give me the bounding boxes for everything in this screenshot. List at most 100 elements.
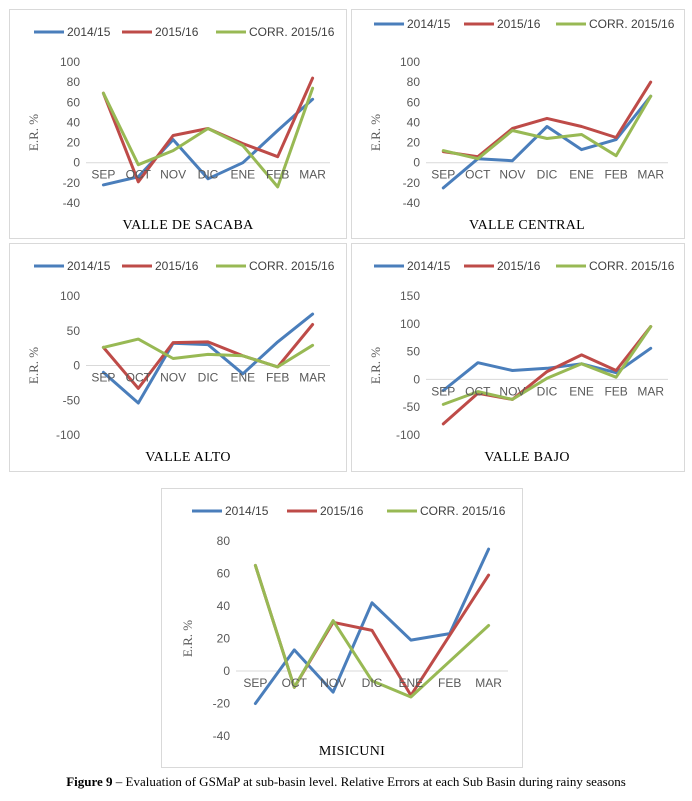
y-tick-label: 20 bbox=[67, 136, 81, 150]
y-axis-label: E.R. % bbox=[180, 620, 195, 657]
y-tick-label: 0 bbox=[413, 372, 420, 386]
y-tick-label: -50 bbox=[63, 393, 81, 407]
x-tick-label: NOV bbox=[320, 676, 346, 690]
y-tick-label: 100 bbox=[60, 55, 80, 69]
y-tick-label: 60 bbox=[217, 567, 231, 581]
chart-svg-valle-de-sacaba: 2014/15 2015/16 CORR. 2015/16 -40 -20 0 20 40 60… bbox=[26, 25, 335, 233]
x-tick-label: OCT bbox=[282, 676, 308, 690]
chart-svg-valle-central: 2014/15 2015/16 CORR. 2015/16 -40 -20 0 20 40 60… bbox=[368, 17, 675, 233]
y-tick-label: -20 bbox=[213, 697, 231, 711]
y-tick-label: -40 bbox=[403, 196, 421, 210]
x-tick-label: MAR bbox=[475, 676, 502, 690]
y-tick-label: 60 bbox=[67, 95, 81, 109]
y-tick-label: 20 bbox=[407, 136, 421, 150]
y-tick-label: 100 bbox=[400, 55, 420, 69]
x-tick-label: SEP bbox=[431, 384, 455, 398]
y-tick-label: 100 bbox=[60, 289, 80, 303]
series-line-1 bbox=[441, 325, 653, 426]
y-tick-label: -50 bbox=[403, 400, 421, 414]
x-tick-label: MAR bbox=[637, 384, 664, 398]
x-tick-label: NOV bbox=[499, 168, 525, 182]
x-tick-label: DIC bbox=[362, 676, 383, 690]
series-line-2 bbox=[441, 94, 653, 161]
legend-label-1: 2015/16 bbox=[320, 504, 364, 518]
legend-label-0: 2014/15 bbox=[407, 259, 451, 273]
y-axis-label: E.R. % bbox=[26, 347, 41, 384]
y-tick-label: 80 bbox=[67, 75, 81, 89]
figure-caption-label: Figure 9 bbox=[66, 774, 113, 789]
y-tick-label: 150 bbox=[400, 289, 420, 303]
series-line-0 bbox=[101, 312, 315, 405]
legend-label-0: 2014/15 bbox=[67, 259, 111, 273]
x-tick-label: FEB bbox=[604, 384, 627, 398]
figure-caption: Figure 9 – Evaluation of GSMaP at sub-ba… bbox=[0, 774, 692, 790]
x-tick-label: ENE bbox=[231, 168, 256, 182]
legend-label-1: 2015/16 bbox=[155, 259, 199, 273]
x-tick-label: FEB bbox=[266, 168, 289, 182]
chart-panel-valle-de-sacaba: 2014/15 2015/16 CORR. 2015/16 -40 -20 0 20 40 60… bbox=[9, 9, 347, 239]
y-tick-label: -20 bbox=[63, 176, 81, 190]
x-tick-label: FEB bbox=[266, 371, 289, 385]
x-tick-label: SEP bbox=[243, 676, 267, 690]
x-tick-label: MAR bbox=[299, 168, 326, 182]
legend-label-2: CORR. 2015/16 bbox=[589, 259, 675, 273]
x-tick-label: SEP bbox=[431, 168, 455, 182]
x-tick-label: ENE bbox=[569, 168, 594, 182]
series-line-2 bbox=[101, 337, 315, 369]
y-tick-label: 50 bbox=[407, 345, 421, 359]
y-tick-label: 0 bbox=[223, 664, 230, 678]
y-tick-label: 40 bbox=[407, 115, 421, 129]
chart-title: VALLE DE SACABA bbox=[122, 218, 254, 233]
x-tick-label: FEB bbox=[604, 168, 627, 182]
y-tick-label: -40 bbox=[213, 729, 231, 743]
x-tick-label: SEP bbox=[91, 168, 115, 182]
chart-svg-valle-bajo: 2014/15 2015/16 CORR. 2015/16 -100 -50 0 50 100… bbox=[368, 259, 675, 465]
chart-title: VALLE ALTO bbox=[145, 450, 231, 465]
y-axis-label: E.R. % bbox=[26, 114, 41, 151]
x-tick-label: OCT bbox=[465, 384, 491, 398]
y-tick-label: 40 bbox=[217, 599, 231, 613]
y-tick-label: 100 bbox=[400, 317, 420, 331]
x-tick-label: DIC bbox=[537, 168, 558, 182]
legend-label-2: CORR. 2015/16 bbox=[249, 259, 335, 273]
y-axis-label: E.R. % bbox=[368, 347, 383, 384]
legend-label-1: 2015/16 bbox=[497, 259, 541, 273]
y-tick-label: 0 bbox=[73, 359, 80, 373]
x-tick-label: NOV bbox=[160, 371, 186, 385]
x-tick-label: OCT bbox=[126, 371, 152, 385]
legend-label-2: CORR. 2015/16 bbox=[589, 17, 675, 31]
y-tick-label: 40 bbox=[67, 115, 81, 129]
y-tick-label: -100 bbox=[396, 428, 420, 442]
y-tick-label: -40 bbox=[63, 196, 81, 210]
series-line-2 bbox=[441, 325, 653, 406]
x-tick-label: FEB bbox=[438, 676, 461, 690]
legend-label-2: CORR. 2015/16 bbox=[249, 25, 335, 39]
x-tick-label: DIC bbox=[198, 371, 219, 385]
series-line-2 bbox=[253, 563, 491, 699]
y-axis-label: E.R. % bbox=[368, 114, 383, 151]
series-line-0 bbox=[441, 346, 653, 392]
x-tick-label: OCT bbox=[126, 168, 152, 182]
figure-caption-text: – Evaluation of GSMaP at sub-basin level… bbox=[112, 774, 626, 789]
legend-label-0: 2014/15 bbox=[407, 17, 451, 31]
series-line-0 bbox=[101, 97, 315, 187]
y-tick-label: -100 bbox=[56, 428, 80, 442]
chart-svg-misicuni: 2014/15 2015/16 CORR. 2015/16 -40 -20 0 20 40 60… bbox=[180, 504, 508, 759]
series-line-1 bbox=[441, 80, 653, 159]
x-tick-label: ENE bbox=[231, 371, 256, 385]
x-tick-label: SEP bbox=[91, 371, 115, 385]
x-tick-label: MAR bbox=[299, 371, 326, 385]
chart-title: MISICUNI bbox=[319, 744, 385, 759]
y-tick-label: -20 bbox=[403, 176, 421, 190]
x-tick-label: NOV bbox=[160, 168, 186, 182]
chart-panel-valle-alto: 2014/15 2015/16 CORR. 2015/16 -100 -50 0 50 100… bbox=[9, 243, 347, 472]
legend-label-1: 2015/16 bbox=[497, 17, 541, 31]
x-tick-label: OCT bbox=[465, 168, 491, 182]
x-tick-label: MAR bbox=[637, 168, 664, 182]
chart-panel-misicuni: 2014/15 2015/16 CORR. 2015/16 -40 -20 0 20 40 60… bbox=[161, 488, 523, 768]
y-tick-label: 20 bbox=[217, 632, 231, 646]
chart-title: VALLE BAJO bbox=[484, 450, 570, 465]
x-tick-label: DIC bbox=[198, 168, 219, 182]
x-tick-label: ENE bbox=[399, 676, 424, 690]
chart-title: VALLE CENTRAL bbox=[469, 218, 585, 233]
